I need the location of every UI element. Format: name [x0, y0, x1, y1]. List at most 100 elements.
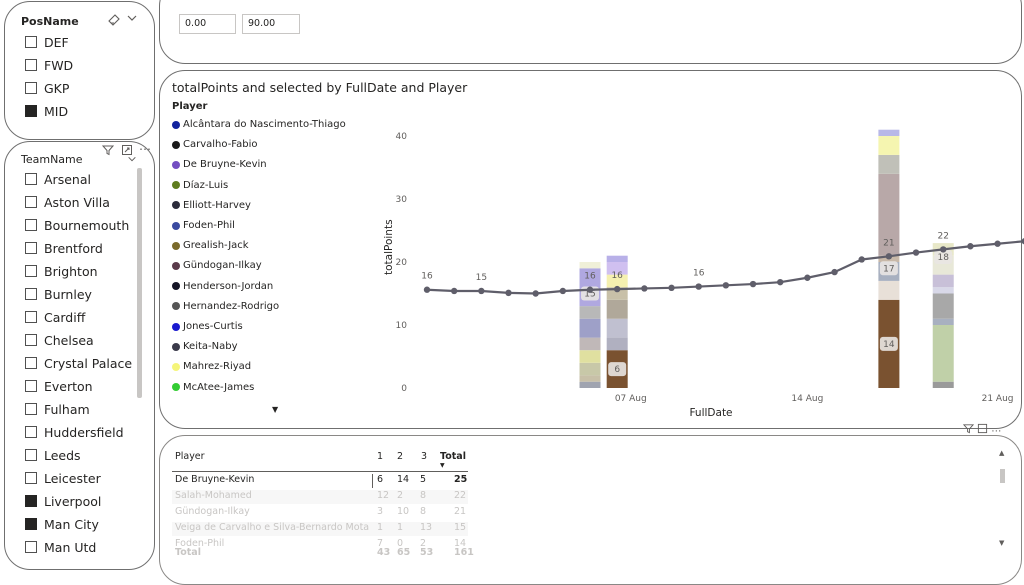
- checkbox[interactable]: [25, 265, 37, 277]
- focus-mode-icon[interactable]: [121, 144, 133, 159]
- checkbox[interactable]: [25, 380, 37, 392]
- cell-value: 21: [454, 506, 467, 517]
- checkbox[interactable]: [25, 288, 37, 300]
- checkbox[interactable]: [25, 541, 37, 553]
- legend-label: Henderson-Jordan: [183, 280, 274, 292]
- checkbox[interactable]: [25, 36, 37, 48]
- checkbox[interactable]: [25, 59, 37, 71]
- range-max-input[interactable]: 90.00: [242, 14, 300, 34]
- slicer-item[interactable]: DEF: [25, 33, 69, 51]
- table-row[interactable]: Salah-Mohamed 12 2 8 22: [172, 490, 468, 504]
- total-value: 43: [377, 547, 391, 558]
- more-options-icon[interactable]: ⋯: [991, 426, 1002, 437]
- sort-desc-icon[interactable]: ▼: [440, 462, 445, 469]
- posname-slicer-title: PosName: [21, 15, 79, 28]
- eraser-icon[interactable]: [107, 12, 121, 29]
- table-row[interactable]: Veiga de Carvalho e Silva-Bernardo Mota 1…: [172, 522, 468, 536]
- legend-scroll-down-icon[interactable]: ▼: [272, 405, 279, 414]
- slicer-item[interactable]: Liverpool: [25, 492, 101, 510]
- slicer-item[interactable]: Fulham: [25, 400, 90, 418]
- scroll-thumb[interactable]: [1000, 469, 1005, 483]
- slicer-item[interactable]: Brighton: [25, 262, 98, 280]
- scroll-up-icon[interactable]: ▲: [999, 449, 1005, 457]
- legend-label: Díaz-Luis: [183, 179, 229, 191]
- checkbox[interactable]: [25, 357, 37, 369]
- filter-icon[interactable]: [962, 424, 975, 437]
- slicer-item[interactable]: Man City: [25, 515, 99, 533]
- table-row[interactable]: De Bruyne-Kevin 6 14 5 25: [172, 474, 468, 488]
- checkbox[interactable]: [25, 173, 37, 185]
- checkbox[interactable]: [25, 472, 37, 484]
- table-row[interactable]: Foden-Phil 7 0 2 14: [172, 538, 468, 552]
- legend-item[interactable]: Alcântara do Nascimento-Thiago: [172, 118, 346, 131]
- column-header[interactable]: 3: [421, 451, 428, 462]
- checkbox[interactable]: [25, 219, 37, 231]
- slicer-item[interactable]: Cardiff: [25, 308, 85, 326]
- slicer-scrollbar[interactable]: [137, 168, 142, 398]
- checkbox[interactable]: [25, 196, 37, 208]
- checkbox[interactable]: [25, 334, 37, 346]
- legend-item[interactable]: Henderson-Jordan: [172, 280, 273, 293]
- checkbox[interactable]: [25, 242, 37, 254]
- cell-value: 15: [454, 522, 467, 533]
- chevron-down-icon[interactable]: [126, 12, 138, 27]
- slicer-item[interactable]: Bournemouth: [25, 216, 129, 234]
- checkbox[interactable]: [25, 311, 37, 323]
- slicer-item[interactable]: Leicester: [25, 469, 101, 487]
- legend-dot-icon: [172, 140, 180, 149]
- column-header[interactable]: 2: [397, 451, 404, 462]
- column-header-player[interactable]: Player: [175, 451, 205, 462]
- slicer-item-label: Brighton: [44, 263, 98, 279]
- checkbox[interactable]: [25, 426, 37, 438]
- slicer-item[interactable]: Brentford: [25, 239, 103, 257]
- legend-item[interactable]: Grealish-Jack: [172, 239, 249, 252]
- scroll-down-icon[interactable]: ▼: [999, 539, 1005, 547]
- legend-item[interactable]: Díaz-Luis: [172, 179, 228, 192]
- legend-label: Hernandez-Rodrigo: [183, 300, 280, 312]
- legend-item[interactable]: Keita-Naby: [172, 340, 238, 353]
- checkbox[interactable]: [25, 403, 37, 415]
- range-min-input[interactable]: 0.00: [179, 14, 236, 34]
- slicer-item[interactable]: GKP: [25, 79, 69, 97]
- legend-dot-icon: [172, 302, 180, 311]
- legend-item[interactable]: Foden-Phil: [172, 219, 235, 232]
- column-header[interactable]: 1: [377, 451, 384, 462]
- slicer-item[interactable]: Arsenal: [25, 170, 91, 188]
- checkbox[interactable]: [25, 518, 37, 530]
- slicer-item[interactable]: MID: [25, 102, 68, 120]
- legend-item[interactable]: Jones-Curtis: [172, 320, 243, 333]
- slicer-item[interactable]: Burnley: [25, 285, 92, 303]
- table-row[interactable]: Gündogan-Ilkay 3 10 8 21: [172, 506, 468, 520]
- legend-item[interactable]: De Bruyne-Kevin: [172, 158, 267, 171]
- legend-item[interactable]: McAtee-James: [172, 381, 254, 394]
- slicer-item[interactable]: Huddersfield: [25, 423, 124, 441]
- row-divider: [372, 474, 373, 488]
- slicer-item[interactable]: Leeds: [25, 446, 81, 464]
- slicer-item[interactable]: FWD: [25, 56, 73, 74]
- slicer-item[interactable]: Man Utd: [25, 538, 96, 556]
- checkbox[interactable]: [25, 495, 37, 507]
- legend-item[interactable]: Carvalho-Fabio: [172, 138, 258, 151]
- column-header[interactable]: Total: [440, 451, 466, 462]
- legend-item[interactable]: Gündogan-Ilkay: [172, 259, 262, 272]
- filter-icon[interactable]: [101, 144, 115, 159]
- checkbox[interactable]: [25, 82, 37, 94]
- header-divider: [172, 471, 468, 472]
- slicer-item[interactable]: Crystal Palace: [25, 354, 132, 372]
- slicer-item[interactable]: Chelsea: [25, 331, 94, 349]
- checkbox[interactable]: [25, 105, 37, 117]
- table-header-row: Player 1 2 3 Total: [175, 451, 470, 465]
- slicer-item-label: Man City: [44, 516, 99, 532]
- legend-dot-icon: [172, 342, 180, 351]
- legend-item[interactable]: Hernandez-Rodrigo: [172, 300, 279, 313]
- table-scrollbar[interactable]: ▲ ▼: [999, 449, 1006, 551]
- slicer-item[interactable]: Everton: [25, 377, 93, 395]
- legend-item[interactable]: Mahrez-Riyad: [172, 360, 251, 373]
- more-options-icon[interactable]: ⋯: [139, 142, 151, 156]
- legend-item[interactable]: Elliott-Harvey: [172, 199, 251, 212]
- focus-mode-icon[interactable]: [977, 423, 988, 437]
- slicer-item[interactable]: Aston Villa: [25, 193, 110, 211]
- chevron-down-icon[interactable]: [127, 154, 137, 167]
- checkbox[interactable]: [25, 449, 37, 461]
- cell-player: Gündogan-Ilkay: [175, 506, 250, 517]
